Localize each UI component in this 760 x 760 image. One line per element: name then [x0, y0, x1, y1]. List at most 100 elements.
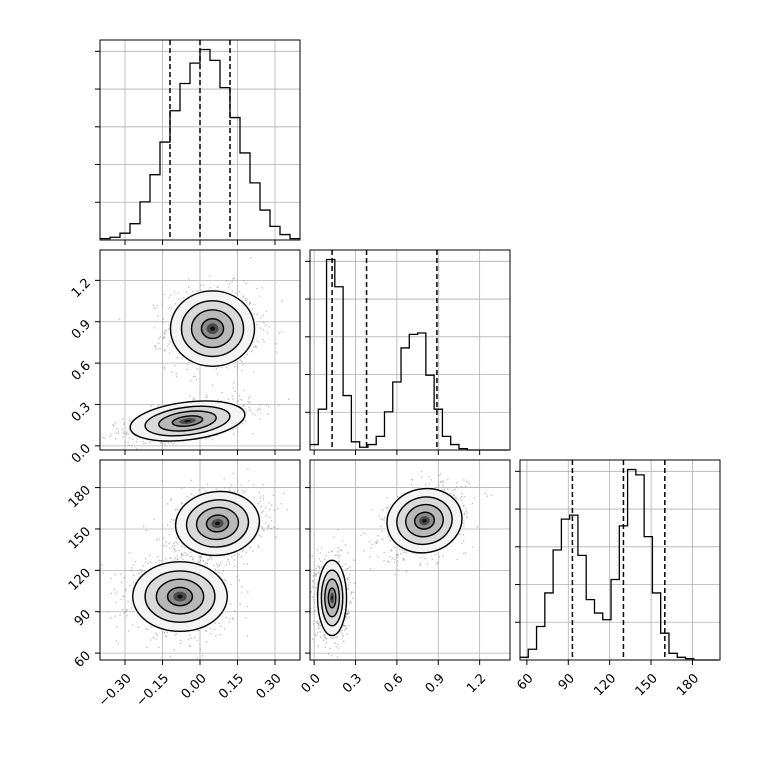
sample-point — [171, 371, 173, 373]
sample-point — [456, 558, 459, 561]
sample-point — [206, 396, 209, 398]
sample-point — [209, 627, 211, 630]
sample-point — [233, 277, 235, 280]
sample-point — [316, 583, 318, 585]
sample-point — [243, 389, 245, 392]
sample-point — [276, 507, 279, 510]
sample-point — [189, 555, 191, 558]
sample-point — [435, 563, 438, 565]
sample-point — [428, 476, 430, 478]
sample-point — [218, 622, 220, 625]
histogram-step-1 — [310, 258, 509, 451]
sample-point — [453, 494, 455, 497]
sample-point — [128, 551, 131, 554]
sample-point — [380, 518, 383, 520]
sample-point — [176, 508, 178, 511]
sample-point — [337, 529, 339, 531]
sample-point — [262, 328, 265, 331]
sample-point — [248, 397, 250, 400]
sample-point — [376, 539, 379, 542]
sample-point — [205, 438, 207, 440]
sample-point — [114, 615, 116, 617]
sample-point — [204, 561, 207, 564]
sample-point — [101, 564, 103, 566]
sample-point — [248, 303, 251, 306]
sample-point — [215, 563, 218, 565]
sample-point — [214, 622, 217, 624]
sample-point — [234, 554, 236, 556]
sample-point — [268, 524, 270, 527]
sample-point — [189, 634, 191, 636]
sample-point — [276, 528, 279, 530]
sample-point — [261, 527, 264, 529]
sample-point — [169, 521, 172, 523]
sample-point — [203, 560, 205, 563]
sample-point — [471, 546, 474, 548]
sample-point — [460, 492, 463, 495]
sample-point — [249, 410, 252, 413]
contour-line-1 — [185, 499, 250, 548]
sample-point — [211, 384, 214, 387]
sample-point — [233, 559, 235, 561]
sample-point — [125, 433, 128, 435]
sample-point — [112, 423, 114, 426]
sample-point — [229, 618, 231, 620]
sample-point — [465, 510, 467, 512]
sample-point — [174, 634, 176, 636]
sample-point — [242, 364, 244, 366]
sample-point — [465, 507, 467, 510]
sample-point — [248, 395, 251, 398]
sample-point — [173, 442, 175, 445]
sample-point — [327, 551, 330, 553]
sample-point — [219, 633, 222, 636]
sample-point — [241, 550, 244, 553]
sample-point — [282, 492, 285, 495]
sample-point — [117, 432, 120, 435]
sample-point — [263, 341, 266, 343]
sample-point — [262, 495, 265, 497]
sample-point — [269, 508, 271, 511]
sample-point — [176, 543, 179, 545]
sample-point — [263, 321, 265, 324]
sample-point — [368, 541, 371, 543]
sample-point — [246, 298, 248, 300]
sample-point — [278, 331, 281, 334]
sample-point — [371, 543, 374, 546]
contour-line-2 — [195, 506, 240, 541]
sample-point — [189, 551, 192, 553]
sample-point — [259, 317, 262, 319]
sample-point — [132, 623, 134, 626]
sample-point — [464, 552, 467, 554]
sample-point — [222, 570, 225, 572]
sample-point — [131, 566, 133, 569]
sample-point — [209, 632, 212, 635]
sample-point — [262, 529, 265, 531]
sample-point — [225, 279, 228, 282]
sample-point — [160, 559, 162, 562]
sample-point — [455, 482, 458, 484]
sample-point — [400, 553, 402, 555]
sample-point — [164, 443, 166, 446]
sample-point — [245, 551, 248, 554]
sample-point — [159, 347, 161, 350]
sample-point — [125, 611, 127, 613]
sample-point — [182, 558, 184, 561]
sample-point — [280, 503, 283, 505]
sample-point — [170, 518, 173, 521]
sample-point — [116, 591, 118, 593]
sample-point — [179, 642, 182, 645]
sample-point — [235, 292, 237, 294]
sample-point — [455, 485, 458, 488]
sample-point — [202, 284, 205, 286]
sample-point — [253, 312, 255, 315]
sample-point — [93, 614, 95, 616]
sample-point — [269, 516, 271, 519]
sample-point — [234, 490, 236, 492]
sample-point — [420, 556, 422, 559]
sample-point — [123, 423, 125, 426]
sample-point — [381, 538, 384, 540]
sample-point — [173, 545, 176, 547]
sample-point — [242, 295, 245, 297]
sample-point — [341, 629, 344, 631]
sample-point — [110, 433, 112, 435]
